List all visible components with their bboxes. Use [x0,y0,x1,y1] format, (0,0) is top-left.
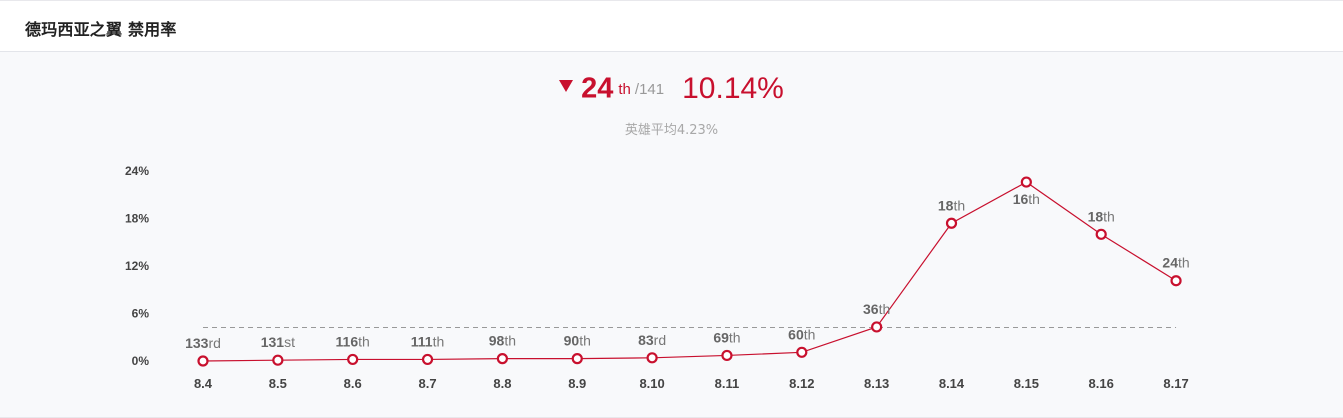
x-tick-label: 8.12 [789,376,814,391]
x-tick-label: 8.13 [864,376,889,391]
x-tick-label: 8.11 [715,376,740,391]
ban-rate-value: 10.14% [682,72,784,105]
data-label: 98th [489,333,516,349]
x-tick-label: 8.14 [939,376,965,391]
x-tick-label: 8.5 [269,376,287,391]
data-point [197,355,209,367]
data-label: 133rd [185,335,221,351]
data-point [421,353,434,366]
data-label: 18th [1088,208,1115,224]
rank-total: /141 [634,80,665,98]
x-tick-label: 8.15 [1014,376,1039,391]
x-tick-label: 8.10 [639,376,664,391]
data-point [571,353,583,365]
panel-title: 德玛西亚之翼 禁用率 [25,20,177,39]
x-tick-label: 8.9 [568,376,586,391]
data-label: 83rd [638,332,666,348]
x-tick-label: 8.16 [1089,376,1114,391]
data-point [496,353,508,365]
data-point [1095,228,1107,240]
x-tick-label: 8.6 [344,376,362,391]
data-label: 111th [411,333,445,349]
down-triangle-icon [559,80,574,92]
data-point [945,217,958,229]
ban-rate-line-chart: 0% 6% 12% 18% 24% 8.4 8.5 8.6 8.7 8.8 8.9 8.10 8.11 8… [125,164,1190,391]
data-label: 16th [1013,191,1040,207]
data-label: 69th [713,329,740,345]
x-tick-label: 8.4 [194,376,213,391]
x-tick-label: 8.8 [493,376,511,391]
data-point [796,346,808,358]
y-tick-label: 6% [132,307,150,321]
data-point [1020,176,1032,188]
data-label: 116th [336,333,370,349]
panel-header: 德玛西亚之翼 禁用率 [0,1,1343,52]
data-label: 90th [564,333,591,349]
data-point [721,349,733,362]
data-point [646,352,658,364]
x-tick-label: 8.7 [419,376,437,391]
data-label: 60th [788,326,815,342]
data-point [871,321,883,333]
data-point [272,354,284,366]
y-tick-label: 18% [125,212,149,226]
y-tick-label: 12% [125,259,149,273]
data-point [1170,275,1182,287]
data-label: 24th [1162,255,1189,271]
y-tick-label: 24% [125,164,149,178]
average-rate-label: 英雄平均4.23% [624,123,719,138]
rank-value: 24 [581,72,614,105]
data-point [347,353,359,366]
x-tick-label: 8.17 [1163,376,1188,391]
data-label: 131st [261,334,295,350]
series-line [202,181,1177,362]
rank-suffix: th [618,80,631,98]
data-label: 18th [938,197,965,213]
y-tick-label: 0% [132,354,150,368]
data-label: 36th [863,301,890,317]
